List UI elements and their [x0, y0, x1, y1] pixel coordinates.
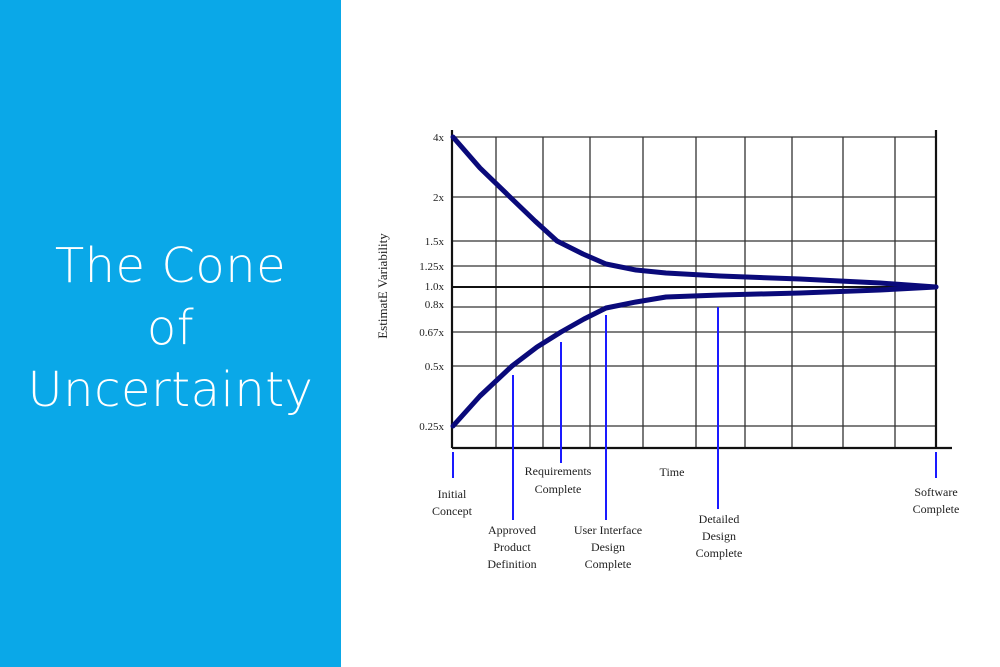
svg-text:Requirements: Requirements	[525, 464, 592, 478]
label-initial-concept: Initial Concept	[432, 487, 473, 518]
svg-text:Approved: Approved	[488, 523, 536, 537]
milestone-markers	[452, 307, 937, 520]
label-detailed-design-complete: Detailed Design Complete	[696, 512, 743, 560]
y-tick-labels: 4x 2x 1.5x 1.25x 1.0x 0.8x 0.67x 0.5x 0.…	[419, 132, 444, 433]
label-requirements-complete: Requirements Complete	[525, 464, 592, 496]
svg-text:Concept: Concept	[432, 504, 473, 518]
y-tick-1-5x: 1.5x	[425, 236, 445, 248]
y-tick-1-0x: 1.0x	[425, 281, 445, 293]
x-axis-title: Time	[660, 465, 685, 479]
y-tick-0-25x: 0.25x	[419, 421, 444, 433]
y-tick-0-67x: 0.67x	[419, 327, 444, 339]
y-axis-title: EstimatE Variability	[375, 233, 390, 339]
title-line-3: Uncertainty	[27, 361, 314, 418]
upper-bound-curve	[450, 134, 939, 290]
y-tick-0-8x: 0.8x	[425, 299, 445, 311]
svg-text:Complete: Complete	[696, 546, 743, 560]
svg-text:Complete: Complete	[913, 502, 960, 516]
svg-text:Complete: Complete	[535, 482, 582, 496]
svg-text:Detailed: Detailed	[699, 512, 740, 526]
svg-text:User Interface: User Interface	[574, 523, 642, 537]
svg-text:Software: Software	[914, 485, 957, 499]
page-title: The Cone of Uncertainty	[28, 235, 314, 421]
svg-text:Product: Product	[493, 540, 531, 554]
horizontal-grid	[452, 136, 936, 427]
y-tick-0-5x: 0.5x	[425, 361, 445, 373]
svg-text:Definition: Definition	[487, 557, 536, 571]
lower-bound-curve	[450, 284, 939, 429]
y-tick-2x: 2x	[433, 192, 445, 204]
svg-text:Design: Design	[702, 529, 736, 543]
y-tick-4x: 4x	[433, 132, 445, 144]
milestone-labels: Initial Concept Approved Product Definit…	[432, 464, 959, 571]
title-line-2: of	[146, 299, 195, 356]
svg-text:Complete: Complete	[585, 557, 632, 571]
title-panel: The Cone of Uncertainty	[0, 0, 341, 667]
y-tick-1-25x: 1.25x	[419, 261, 444, 273]
svg-text:Initial: Initial	[438, 487, 467, 501]
svg-text:Design: Design	[591, 540, 625, 554]
label-software-complete: Software Complete	[913, 485, 960, 516]
label-approved-product-definition: Approved Product Definition	[487, 523, 536, 571]
label-ui-design-complete: User Interface Design Complete	[574, 523, 642, 571]
title-line-1: The Cone	[54, 237, 287, 294]
